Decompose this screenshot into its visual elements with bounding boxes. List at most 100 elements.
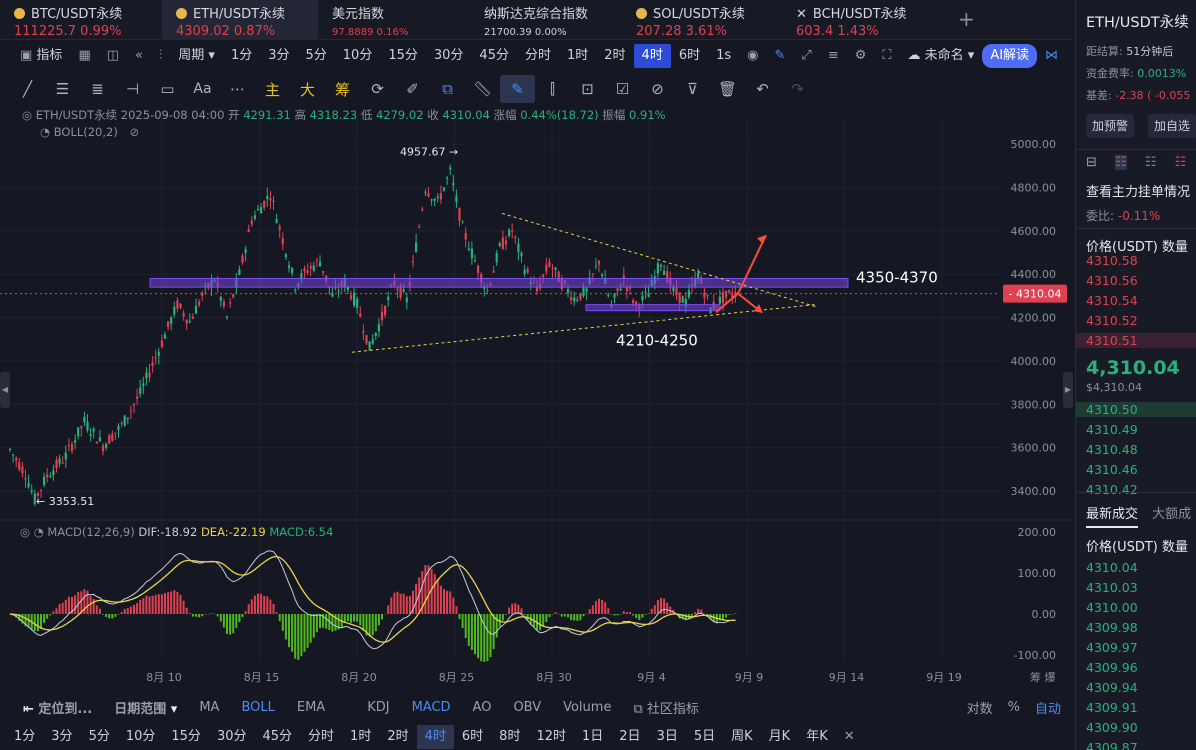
period-button[interactable]: 2时 [387, 729, 409, 744]
ind-obv[interactable]: OBV [513, 699, 542, 715]
bid-row[interactable]: 4310.50 [1076, 402, 1196, 417]
period-button[interactable]: 6时 [461, 729, 484, 744]
share-icon[interactable]: ⋈ [1045, 48, 1059, 63]
period-button[interactable]: 8时 [499, 729, 521, 744]
tab-dxy[interactable]: 美元指数 97.8889 0.16% [318, 0, 470, 40]
magnet-icon[interactable]: ✎ [500, 75, 535, 103]
period-button[interactable]: 30分 [216, 729, 247, 744]
expand-icon[interactable]: ⤢ [801, 48, 812, 63]
price-chart[interactable]: 5000.00 4800.00 4600.00 4400.00 4200.00 4000.… [0, 100, 1072, 690]
period-button[interactable]: 3分 [51, 729, 73, 744]
channel-icon[interactable]: ≣ [91, 80, 104, 98]
book-both-icon[interactable]: ⊟ [1086, 155, 1097, 170]
collapse-left-handle[interactable]: ◀ [0, 372, 10, 408]
chip-button[interactable]: 筹 [334, 80, 350, 99]
close-icon[interactable]: ✕ [843, 729, 855, 744]
ind-macd[interactable]: MACD [411, 699, 451, 715]
ind-boll[interactable]: BOLL [241, 699, 275, 715]
indicator-button[interactable]: ▣ 指标 [20, 48, 63, 63]
bid-row[interactable]: 4310.48 [1086, 442, 1138, 457]
period-button[interactable]: 周期 ▾ [178, 48, 215, 63]
candle-type-icon[interactable]: ⫶ [159, 48, 163, 63]
interval-button[interactable]: 分时 [524, 48, 551, 63]
refresh-icon[interactable]: ⟳ [371, 80, 384, 98]
hline-icon[interactable]: ☰ [55, 80, 70, 98]
ind-ema[interactable]: EMA [296, 699, 326, 715]
period-button[interactable]: 5日 [693, 729, 716, 744]
ind-ao[interactable]: AO [472, 699, 492, 715]
big-order-button[interactable]: 大 [299, 80, 315, 99]
period-button[interactable]: 月K [768, 729, 791, 744]
period-button[interactable]: 2日 [619, 729, 641, 744]
tab-nasdaq[interactable]: 纳斯达克综合指数 21700.39 0.00% [470, 0, 622, 40]
tab-bch[interactable]: ✕ BCH/USDT永续 603.4 1.43% [782, 0, 942, 40]
tab-sol[interactable]: SOL/USDT永续 207.28 3.61% [622, 0, 782, 40]
period-button[interactable]: 15分 [171, 729, 201, 744]
filter-icon[interactable]: ⊽ [687, 80, 698, 98]
period-button[interactable]: 4时 [416, 725, 454, 749]
ask-row[interactable]: 4310.54 [1086, 293, 1138, 308]
rewind-icon[interactable]: « [135, 48, 143, 63]
depth-link[interactable]: 查看主力挂单情况 [1086, 185, 1191, 200]
bid-row[interactable]: 4310.42 [1086, 482, 1138, 497]
interval-button[interactable]: 30分 [433, 48, 464, 63]
eye-icon[interactable]: ◎ [22, 108, 33, 122]
date-range-button[interactable]: 日期范围 ▾ [114, 701, 178, 717]
interval-button[interactable]: 1时 [566, 48, 589, 63]
interval-button[interactable]: 2时 [604, 48, 626, 63]
log-toggle[interactable]: 对数 [966, 701, 993, 717]
tab-big-trades[interactable]: 大额成 [1152, 507, 1192, 522]
ind-kdj[interactable]: KDJ [367, 699, 390, 715]
tab-eth[interactable]: ETH/USDT永续 4309.02 0.87% [162, 0, 318, 40]
lock-icon[interactable]: ⊡ [581, 80, 594, 98]
ai-analyze-button[interactable]: AI解读 [982, 44, 1038, 68]
bell-icon[interactable]: ◔ [40, 125, 51, 139]
settings-icon[interactable]: ⚙ [854, 48, 867, 63]
hide-icon[interactable]: ⊘ [129, 125, 140, 139]
period-button[interactable]: 1时 [350, 729, 372, 744]
account-dropdown[interactable]: ☁ 未命名 ▾ [907, 48, 975, 63]
copy-icon[interactable]: ⧉ [442, 80, 453, 98]
period-button[interactable]: 45分 [262, 729, 293, 744]
text-icon[interactable]: Aa [193, 81, 212, 97]
collapse-panel-handle[interactable]: ▶ [1063, 372, 1073, 408]
percent-toggle[interactable]: % [1007, 699, 1020, 715]
community-button[interactable]: ⧉ 社区指标 [633, 701, 699, 717]
ask-row[interactable]: 4310.58 [1086, 253, 1138, 268]
undo-icon[interactable]: ↶ [756, 80, 769, 98]
add-alert-button[interactable]: 加预警 [1086, 114, 1135, 138]
pen-icon[interactable]: ✎ [774, 48, 786, 63]
calendar-icon[interactable]: ▦ [78, 48, 91, 63]
fullscreen-icon[interactable]: ⛶ [882, 48, 892, 63]
period-button[interactable]: 周K [731, 729, 753, 744]
ask-row[interactable]: 4310.52 [1086, 313, 1138, 328]
trendline-icon[interactable]: ╱ [22, 80, 33, 98]
ruler-icon[interactable]: 📏︎ [472, 80, 493, 98]
interval-button[interactable]: 15分 [388, 48, 418, 63]
more-icon[interactable]: ⋯ [230, 80, 245, 98]
interval-button[interactable]: 4时 [633, 44, 671, 68]
measure-icon[interactable]: ⫿ [550, 80, 555, 98]
redo-icon[interactable]: ↷ [791, 80, 804, 98]
ask-row[interactable]: 4310.51 [1076, 333, 1196, 348]
interval-button[interactable]: 6时 [678, 48, 701, 63]
period-button[interactable]: 1日 [582, 729, 604, 744]
edit-icon[interactable]: ☑ [615, 80, 630, 98]
add-favorite-button[interactable]: 加自选 [1148, 114, 1196, 138]
period-button[interactable]: 5分 [88, 729, 110, 744]
period-button[interactable]: 12时 [536, 729, 566, 744]
ind-volume[interactable]: Volume [563, 699, 612, 715]
add-tab-icon[interactable]: + [958, 7, 975, 31]
ray-icon[interactable]: ⊣ [125, 80, 140, 98]
book-bids-icon[interactable]: ☷ [1115, 155, 1127, 170]
link-icon[interactable]: ⊘ [651, 80, 664, 98]
locate-button[interactable]: ⇤ 定位到... [23, 701, 93, 717]
auto-toggle[interactable]: 自动 [1034, 701, 1061, 717]
bid-row[interactable]: 4310.46 [1086, 462, 1138, 477]
brush-icon[interactable]: ✐ [406, 80, 419, 98]
delete-icon[interactable]: 🗑︎ [717, 80, 738, 98]
ind-ma[interactable]: MA [199, 699, 220, 715]
book-asks-icon[interactable]: ☷ [1144, 155, 1157, 170]
book-asks2-icon[interactable]: ☷ [1174, 155, 1187, 170]
bid-row[interactable]: 4310.49 [1086, 422, 1138, 437]
